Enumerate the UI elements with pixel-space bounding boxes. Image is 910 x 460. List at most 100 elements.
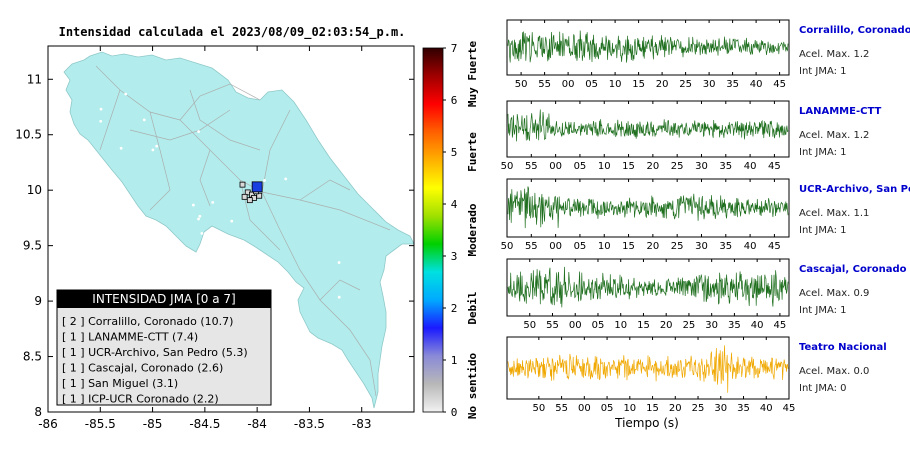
intensity-legend: INTENSIDAD JMA [0 a 7] [ 2 ] Corralillo,… [56, 289, 272, 406]
waveform-x-tick-label: 35 [726, 79, 739, 90]
town-dot [197, 130, 201, 133]
town-dot [199, 284, 202, 288]
waveform-panel: 50 55 00 05 10 15 20 25 30 35 40 45 Teatro Nacional A… [506, 336, 887, 414]
town-dot [226, 259, 230, 263]
station-max-accel: Acel. Max. 1.2 [799, 49, 869, 60]
town-dot [230, 219, 234, 223]
waveform-x-tick-label: 20 [669, 403, 682, 414]
station-max-accel: Acel. Max. 0.0 [799, 366, 869, 377]
town-dot [191, 203, 195, 207]
map-frame [47, 45, 415, 413]
town-dot [99, 107, 103, 111]
waveform-x-tick-label: 05 [574, 161, 587, 172]
road-network [95, 65, 391, 397]
town-dot [119, 146, 123, 150]
waveform-x-tick-label: 15 [622, 161, 635, 172]
waveform-x-tick-label: 45 [783, 403, 796, 414]
waveform-x-tick-label: 40 [751, 320, 764, 331]
map-y-tick-label: 9 [34, 294, 42, 308]
waveform-panel: 50 55 00 05 10 15 20 25 30 35 40 45 Cascajal, Corona… [506, 258, 907, 331]
waveform-trace [507, 186, 789, 229]
station-jma-intensity: Int JMA: 1 [799, 66, 847, 77]
land-mass [63, 51, 415, 409]
map-x-tick-label: -85.5 [85, 417, 116, 431]
town-dot [284, 177, 288, 181]
legend-header [57, 290, 271, 308]
waveform-x-tick-label: 20 [646, 161, 659, 172]
legend-item: [ 1 ] San Miguel (3.1) [62, 377, 178, 390]
town-dot [213, 284, 217, 287]
town-dot [99, 119, 103, 123]
town-dot [279, 310, 283, 314]
waveform-x-tick-label: 40 [760, 403, 773, 414]
station-name: LANAMME-CTT [799, 106, 881, 117]
waveform-x-tick-label: 05 [585, 79, 598, 90]
waveform-x-tick-label: 30 [695, 161, 708, 172]
intensity-colorbar: 0 1 2 3 4 5 6 7 No sentido Debil Moderado Fuerte Mu… [422, 41, 479, 419]
map-stations [90, 92, 341, 335]
map-y-tick-label: 9.5 [23, 239, 42, 253]
map-x-tick-label: -85 [143, 417, 163, 431]
waveform-x-tick-label: 35 [728, 320, 741, 331]
legend-item: [ 1 ] UCR-Archivo, San Pedro (5.3) [62, 346, 248, 359]
waveform-x-tick-label: 35 [737, 403, 750, 414]
map-x-tick-label: -84.5 [189, 417, 220, 431]
time-axis-label: Tiempo (s) [614, 416, 679, 430]
waveform-x-tick-label: 55 [546, 320, 559, 331]
waveform-x-tick-label: 30 [705, 320, 718, 331]
colorbar-tick-label: 5 [451, 146, 458, 159]
station-marker [241, 193, 248, 200]
map-x-tick-label: -86 [38, 417, 58, 431]
town-dot [211, 201, 215, 204]
colorbar-category-label: Moderado [466, 203, 479, 256]
colorbar-tick-label: 6 [451, 94, 458, 107]
town-dot [90, 238, 94, 242]
waveform-trace [507, 345, 789, 393]
waveform-panel: 50 55 00 05 10 15 20 25 30 35 40 45 UCR-Archivo, San… [501, 178, 910, 252]
waveform-x-tick-label: 45 [768, 241, 781, 252]
colorbar-tick-label: 3 [451, 250, 458, 263]
waveform-x-tick-label: 05 [574, 241, 587, 252]
waveform-x-tick-label: 30 [695, 241, 708, 252]
legend-title: INTENSIDAD JMA [0 a 7] [92, 292, 235, 306]
waveform-x-tick-label: 05 [601, 403, 614, 414]
station-name: Teatro Nacional [799, 342, 887, 353]
station-name: Corralillo, Coronado [799, 25, 910, 36]
town-dot [110, 230, 114, 234]
town-dot [311, 97, 315, 100]
waveform-x-tick-label: 20 [646, 241, 659, 252]
waveform-x-tick-label: 50 [523, 320, 536, 331]
waveform-x-tick-label: 40 [744, 161, 757, 172]
station-jma-intensity: Int JMA: 1 [799, 147, 847, 158]
town-dot [263, 179, 266, 182]
town-dot [205, 283, 209, 287]
waveform-x-tick-label: 25 [692, 403, 705, 414]
station-name: Cascajal, Coronado [799, 264, 907, 275]
waveform-x-tick-label: 50 [532, 403, 545, 414]
waveform-x-tick-label: 00 [562, 79, 575, 90]
colorbar-tick-label: 2 [451, 302, 458, 315]
waveform-trace [507, 30, 789, 63]
map-y-tick-label: 10.5 [15, 128, 42, 142]
town-dot [260, 272, 264, 276]
map-x-tick-label: -84 [247, 417, 267, 431]
station-marker [256, 192, 263, 199]
waveform-x-tick-label: 45 [768, 161, 781, 172]
waveform-x-tick-label: 05 [592, 320, 605, 331]
town-dot [151, 148, 155, 152]
station-marker [239, 181, 246, 188]
legend-item: [ 1 ] ICP-UCR Coronado (2.2) [62, 393, 219, 406]
colorbar-gradient [422, 47, 444, 413]
station-name: UCR-Archivo, San Pedro [799, 184, 910, 195]
waveform-x-tick-label: 00 [578, 403, 591, 414]
station-max-accel: Acel. Max. 1.1 [799, 208, 869, 219]
waveform-trace [507, 109, 789, 142]
waveform-x-tick-label: 00 [549, 161, 562, 172]
waveform-x-tick-label: 15 [637, 320, 650, 331]
waveform-x-tick-label: 35 [719, 161, 732, 172]
map-axes: -86 -85.5 -85 -84.5 -84 -83.5 -83 11 10.5 10 9.5 9 8… [15, 46, 414, 431]
station-jma-intensity: Int JMA: 0 [799, 383, 847, 394]
colorbar-category-label: Muy Fuerte [466, 41, 479, 108]
waveform-x-tick-label: 10 [614, 320, 627, 331]
waveform-x-tick-label: 35 [719, 241, 732, 252]
